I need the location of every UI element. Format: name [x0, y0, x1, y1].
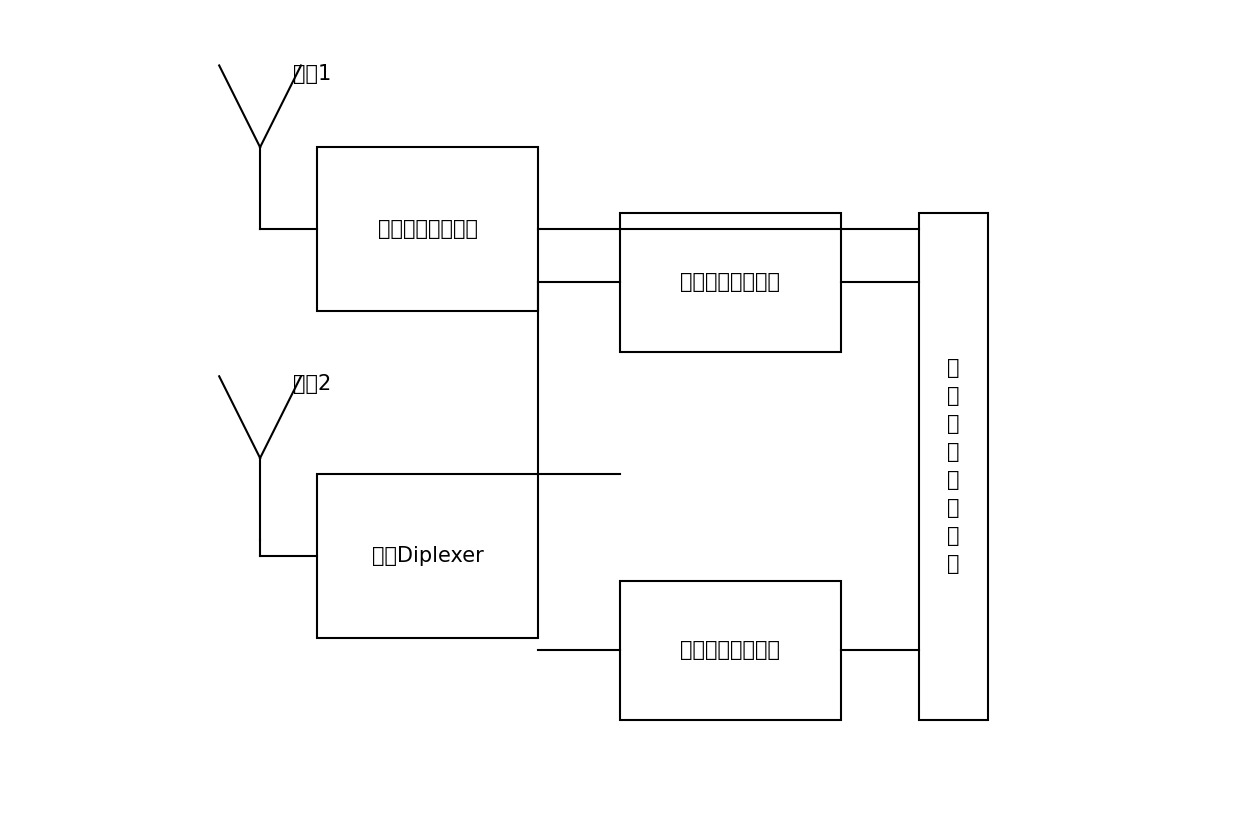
Text: 天线1: 天线1 [293, 64, 331, 83]
Text: 第
一
基
带
处
理
单
元: 第 一 基 带 处 理 单 元 [947, 358, 960, 574]
FancyBboxPatch shape [620, 213, 841, 352]
Text: 第一高频收发信机: 第一高频收发信机 [378, 219, 477, 239]
Text: 天线2: 天线2 [293, 375, 331, 394]
FancyBboxPatch shape [317, 474, 538, 638]
Text: 第一中频收发信机: 第一中频收发信机 [681, 272, 780, 292]
Text: 第一Diplexer: 第一Diplexer [372, 546, 484, 566]
Text: 第一低频收发信机: 第一低频收发信机 [681, 640, 780, 660]
FancyBboxPatch shape [919, 213, 988, 720]
FancyBboxPatch shape [620, 581, 841, 720]
FancyBboxPatch shape [317, 147, 538, 311]
